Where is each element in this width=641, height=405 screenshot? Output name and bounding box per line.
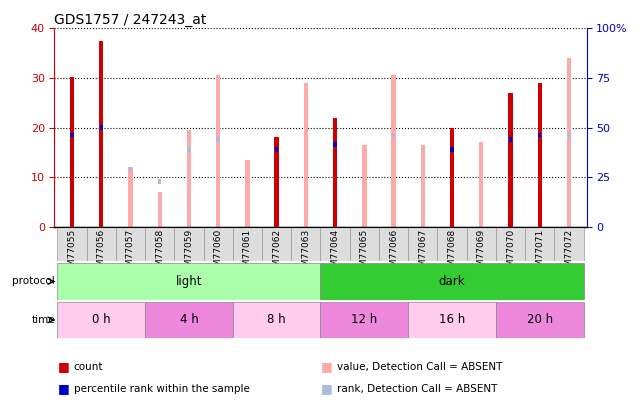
- Text: GSM77069: GSM77069: [477, 228, 486, 278]
- Bar: [420, 145, 425, 227]
- Bar: [350, 227, 379, 261]
- Text: GSM77062: GSM77062: [272, 228, 281, 278]
- Bar: [320, 227, 350, 261]
- Bar: [274, 143, 279, 227]
- Text: 0 h: 0 h: [92, 313, 110, 326]
- Bar: [99, 125, 103, 130]
- Text: ■: ■: [58, 360, 69, 373]
- Bar: [525, 227, 554, 261]
- Text: 4 h: 4 h: [179, 313, 198, 326]
- Bar: [408, 227, 437, 261]
- Bar: [450, 147, 454, 152]
- Text: GSM77060: GSM77060: [213, 228, 222, 278]
- Text: GSM77061: GSM77061: [243, 228, 252, 278]
- Text: ■: ■: [320, 360, 332, 373]
- Bar: [174, 227, 204, 261]
- Text: 16 h: 16 h: [439, 313, 465, 326]
- Bar: [275, 147, 278, 152]
- Bar: [204, 227, 233, 261]
- Text: GSM77056: GSM77056: [97, 228, 106, 278]
- Bar: [158, 192, 162, 227]
- Text: GSM77067: GSM77067: [419, 228, 428, 278]
- Bar: [70, 77, 74, 227]
- Bar: [467, 227, 496, 261]
- Bar: [333, 143, 337, 147]
- Bar: [58, 302, 145, 338]
- Bar: [408, 302, 496, 338]
- Bar: [274, 138, 279, 227]
- Text: ■: ■: [58, 382, 69, 395]
- Text: 20 h: 20 h: [527, 313, 553, 326]
- Bar: [187, 147, 191, 152]
- Text: GSM77063: GSM77063: [301, 228, 310, 278]
- Text: GDS1757 / 247243_at: GDS1757 / 247243_at: [54, 13, 207, 27]
- Text: GSM77065: GSM77065: [360, 228, 369, 278]
- Bar: [58, 227, 87, 261]
- Text: percentile rank within the sample: percentile rank within the sample: [74, 384, 249, 394]
- Bar: [509, 138, 512, 143]
- Bar: [554, 227, 583, 261]
- Bar: [567, 58, 571, 227]
- Text: time: time: [31, 315, 55, 325]
- Bar: [392, 75, 395, 227]
- Bar: [333, 117, 337, 227]
- Text: dark: dark: [438, 275, 465, 288]
- Text: GSM77059: GSM77059: [185, 228, 194, 278]
- Bar: [262, 227, 291, 261]
- Text: count: count: [74, 362, 103, 371]
- Text: GSM77071: GSM77071: [535, 228, 544, 278]
- Bar: [233, 302, 320, 338]
- Bar: [450, 128, 454, 227]
- Text: 12 h: 12 h: [351, 313, 378, 326]
- Bar: [362, 145, 367, 227]
- Bar: [217, 138, 220, 143]
- Bar: [145, 227, 174, 261]
- Bar: [216, 75, 221, 227]
- Text: 8 h: 8 h: [267, 313, 286, 326]
- Bar: [538, 132, 542, 138]
- Text: protocol: protocol: [12, 277, 55, 286]
- Text: GSM77066: GSM77066: [389, 228, 398, 278]
- Bar: [496, 302, 583, 338]
- Text: value, Detection Call = ABSENT: value, Detection Call = ABSENT: [337, 362, 502, 371]
- Bar: [538, 83, 542, 227]
- Bar: [320, 263, 583, 300]
- Bar: [129, 167, 132, 172]
- Bar: [320, 302, 408, 338]
- Bar: [116, 227, 145, 261]
- Bar: [99, 41, 103, 227]
- Bar: [145, 302, 233, 338]
- Bar: [291, 227, 320, 261]
- Text: GSM77058: GSM77058: [155, 228, 164, 278]
- Bar: [379, 227, 408, 261]
- Bar: [87, 227, 116, 261]
- Text: GSM77055: GSM77055: [67, 228, 76, 278]
- Bar: [246, 160, 249, 227]
- Bar: [304, 83, 308, 227]
- Text: ■: ■: [320, 382, 332, 395]
- Bar: [187, 130, 191, 227]
- Text: GSM77072: GSM77072: [565, 228, 574, 278]
- Bar: [128, 167, 133, 227]
- Text: GSM77064: GSM77064: [331, 228, 340, 278]
- Bar: [58, 263, 320, 300]
- Bar: [392, 132, 395, 138]
- Text: light: light: [176, 275, 202, 288]
- Bar: [479, 143, 483, 227]
- Bar: [437, 227, 467, 261]
- Bar: [71, 132, 74, 138]
- Text: GSM77057: GSM77057: [126, 228, 135, 278]
- Text: GSM77070: GSM77070: [506, 228, 515, 278]
- Bar: [496, 227, 525, 261]
- Bar: [508, 93, 513, 227]
- Bar: [158, 179, 162, 184]
- Bar: [567, 132, 570, 138]
- Text: rank, Detection Call = ABSENT: rank, Detection Call = ABSENT: [337, 384, 497, 394]
- Bar: [233, 227, 262, 261]
- Text: GSM77068: GSM77068: [447, 228, 456, 278]
